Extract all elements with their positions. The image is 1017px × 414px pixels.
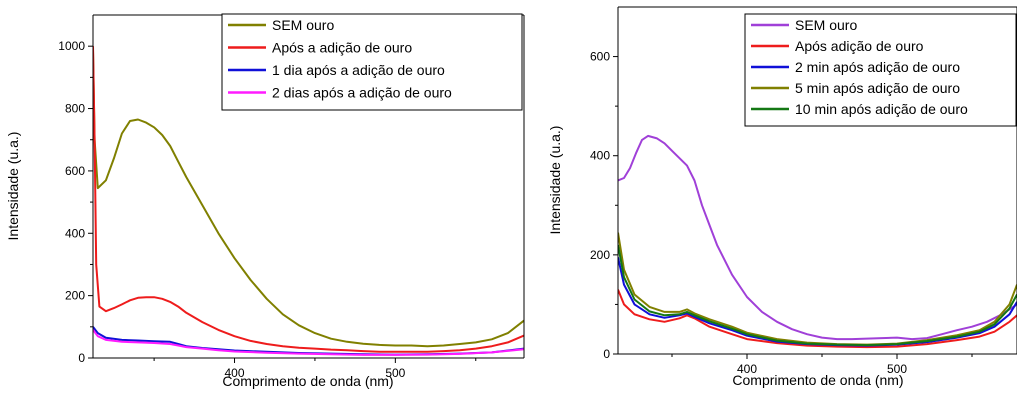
legend-label: Após a adição de ouro xyxy=(272,40,412,56)
y-tick-label: 200 xyxy=(65,289,85,303)
legend-label: 5 min após adição de ouro xyxy=(795,80,960,96)
legend-label: 2 dias após a adição de ouro xyxy=(272,85,452,101)
y-tick-label: 400 xyxy=(590,149,610,163)
series-group xyxy=(93,46,524,356)
legend-label: SEM ouro xyxy=(272,17,334,33)
legend: SEM ouro Após adição de ouro 2 min após ad… xyxy=(744,13,1017,127)
legend-label: 2 min após adição de ouro xyxy=(795,59,960,75)
series-line-1 xyxy=(93,49,524,348)
x-axis-title: Comprimento de onda (nm) xyxy=(732,372,903,388)
legend-label: Após adição de ouro xyxy=(795,38,924,54)
legend-box xyxy=(744,13,1017,127)
series-line-3 xyxy=(618,257,1017,347)
x-tick-label: 500 xyxy=(385,366,405,380)
y-tick-label: 0 xyxy=(603,347,610,361)
legend-label: 10 min após adição de ouro xyxy=(795,101,968,117)
chart-panel-2: 0 200 400 600 400 500 Intensidade (u.a.) Compri… xyxy=(547,6,1017,388)
x-axis-title: Comprimento de onda (nm) xyxy=(222,373,393,389)
chart-panel-1: 0 200 400 600 800 1000 400 500 Intensidade (u.a.… xyxy=(5,13,525,389)
y-tick-label: 1000 xyxy=(58,39,85,53)
y-tick-label: 200 xyxy=(590,248,610,262)
legend: SEM ouro Após a adição de ouro 1 dia após … xyxy=(221,13,523,111)
series-line-2 xyxy=(93,46,524,353)
legend-label: SEM ouro xyxy=(795,17,857,33)
legend-label: 1 dia após a adição de ouro xyxy=(272,62,445,78)
y-tick-label: 800 xyxy=(65,102,85,116)
series-line-5 xyxy=(618,244,1017,347)
x-tick-label: 400 xyxy=(737,362,757,376)
legend-box xyxy=(221,13,523,111)
series-line-2 xyxy=(618,289,1017,349)
x-tick-label: 500 xyxy=(887,362,907,376)
y-axis-title: Intensidade (u.a.) xyxy=(547,126,563,235)
y-tick-label: 600 xyxy=(590,50,610,64)
series-line-1 xyxy=(618,134,1017,341)
x-tick-label: 400 xyxy=(225,366,245,380)
y-tick-label: 600 xyxy=(65,164,85,178)
y-axis-title: Intensidade (u.a.) xyxy=(5,132,21,241)
y-tick-label: 400 xyxy=(65,226,85,240)
y-tick-label: 0 xyxy=(78,351,85,365)
series-line-4 xyxy=(93,329,524,356)
series-group xyxy=(618,134,1017,349)
series-line-4 xyxy=(618,232,1017,346)
